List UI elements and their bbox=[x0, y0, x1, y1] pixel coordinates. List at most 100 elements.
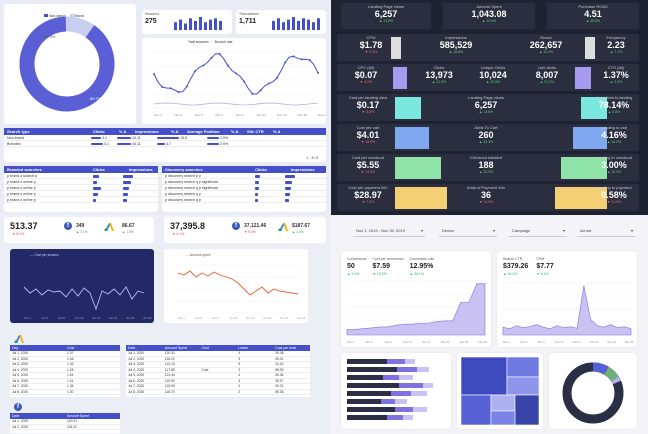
conversions-area bbox=[346, 283, 486, 336]
x-tick-label: Nov 7 bbox=[216, 113, 224, 117]
amount-spent-line: Jun 1 Jun 5 Jun 9 Jun 13 Jun 17 Jun 21 Jun 25 J… bbox=[176, 264, 306, 320]
delta: ▼ 9.1% bbox=[172, 232, 185, 236]
kpi-label: Cost per cart bbox=[356, 125, 380, 130]
kpi-group: Conversions 50 ▲ 2.0% Cost per conversion $… bbox=[347, 257, 434, 277]
treemap-cell bbox=[514, 394, 540, 426]
col-header[interactable]: Leads bbox=[238, 346, 248, 350]
table-row: Jul 7, 2020 120.05 4 30.01 bbox=[126, 384, 310, 390]
hbar-segment bbox=[347, 359, 387, 364]
hbar-segment bbox=[347, 375, 383, 380]
bar bbox=[117, 142, 131, 146]
col-header[interactable]: Cost bbox=[201, 346, 209, 350]
kpi-label: Link clicks to landing bbox=[595, 95, 633, 100]
transactions-sparkbars bbox=[272, 17, 320, 30]
x-tick-label: Nov 17 bbox=[318, 113, 326, 117]
hbar-segment bbox=[347, 383, 399, 388]
x-tick-label: Nov 21 bbox=[590, 340, 599, 344]
table-row: p brand o online p bbox=[4, 197, 158, 203]
kpi-delta: ▼ 7.2% bbox=[361, 200, 375, 204]
col-clicks: Clicks bbox=[255, 167, 267, 172]
cell: p discovery search q p bbox=[165, 192, 201, 196]
col-header[interactable]: Cost per lead bbox=[275, 346, 297, 350]
cell: Jul 4, 2020 bbox=[128, 367, 145, 372]
cell bbox=[200, 373, 237, 378]
ctr-area bbox=[502, 285, 632, 336]
device-filter[interactable]: Device ▾ bbox=[439, 225, 497, 237]
funnel-bar bbox=[573, 127, 607, 149]
col-header[interactable]: Date bbox=[128, 346, 136, 350]
cell bbox=[200, 379, 237, 384]
kpi-value: 6,257 bbox=[474, 100, 498, 110]
kpi-label: CTR (All) bbox=[607, 65, 625, 70]
table-header: Branded searches Clicks Impressions bbox=[4, 166, 158, 173]
kpi-value: 8,007 bbox=[535, 70, 559, 80]
x-tick-label: Nov 21 bbox=[441, 340, 450, 344]
kpi-tile: Impressions 585,529 ▲ 16.8% bbox=[421, 35, 491, 54]
kpi-delta: ▲ 11.9% bbox=[538, 50, 554, 54]
col-header[interactable]: Amount Spent bbox=[164, 346, 187, 350]
cell: 2.9% bbox=[220, 142, 229, 146]
bar bbox=[123, 187, 129, 190]
kpi-label: Link clicks bbox=[537, 65, 557, 70]
hbar-segment bbox=[413, 407, 427, 412]
cell: Jul 7, 2020 bbox=[128, 384, 145, 388]
kpi-value: 260 bbox=[478, 130, 494, 140]
date-range-selector[interactable]: Nov 1, 2019 - Nov 30, 2019 ▾ bbox=[353, 225, 425, 237]
kpi-delta: ▼ 4.2% bbox=[359, 80, 373, 84]
search-type-table: Search type Clicks % Δ Impressions % Δ A… bbox=[4, 128, 326, 162]
cell: 122.10 bbox=[164, 362, 175, 366]
spark-bar bbox=[302, 18, 305, 30]
col-header[interactable]: Amount Spent bbox=[67, 414, 90, 418]
x-tick-label: Jun 25 bbox=[126, 316, 135, 320]
kpi-value: 262,657 bbox=[529, 40, 563, 50]
x-tick-label: Nov 25 bbox=[460, 340, 469, 344]
seo-dashboard: Non-brand Brand 10.3% 89.7% Sessions 275… bbox=[0, 0, 330, 215]
kpi-delta: ▲ 16.2% bbox=[606, 140, 622, 144]
kpi-tile: CPC (All) $0.07 ▼ 4.2% bbox=[341, 65, 391, 84]
spend-series bbox=[177, 270, 299, 296]
col-header[interactable]: Day bbox=[12, 346, 19, 350]
cell: 4 bbox=[238, 373, 241, 377]
tile-bg bbox=[547, 3, 639, 29]
delta: ▲ 4.3% bbox=[292, 230, 304, 234]
cell: p discovery search q p significant bbox=[165, 186, 218, 190]
kpi-delta: ▲ 6.8% bbox=[607, 110, 621, 114]
funnel-bar bbox=[395, 127, 429, 149]
spark-bar bbox=[307, 19, 310, 30]
col-header[interactable]: Date bbox=[12, 414, 20, 418]
facebook-icon: f bbox=[232, 222, 240, 230]
hbar-segment bbox=[381, 399, 395, 404]
funnel-bar bbox=[395, 97, 421, 119]
x-tick-label: Nov 17 bbox=[573, 340, 582, 344]
x-tick-label: Jun 1 bbox=[178, 316, 185, 320]
adset-filter[interactable]: Ad set ▾ bbox=[577, 225, 635, 237]
chevron-down-icon: ▾ bbox=[562, 228, 565, 233]
cell: 1.51 bbox=[67, 373, 74, 377]
bar bbox=[93, 181, 97, 184]
cell: Jul 3, 2020 bbox=[128, 362, 145, 366]
kpi-tile: Frequency 2.23 ▲ 7.1% bbox=[593, 35, 639, 54]
cell: 3 bbox=[238, 356, 241, 361]
donut-card: Non-brand Brand 10.3% 89.7% bbox=[4, 4, 136, 124]
pager[interactable]: 1 - 5 / 5 bbox=[306, 156, 318, 160]
ads-performance-dashboard: 513.37 ▼ 8.2% f 349 ▲ 7.1% 86.67 ▲ 1.3% … bbox=[0, 217, 330, 434]
kpi-label: Conversion rate bbox=[409, 257, 435, 261]
table-row: Jul 3, 2020 1.32 bbox=[10, 362, 120, 368]
x-tick-label: Nov 29 bbox=[625, 340, 634, 344]
table-header: Date Amount Spent bbox=[10, 413, 120, 419]
cell: 4,1 bbox=[102, 136, 107, 140]
bar bbox=[93, 187, 101, 190]
legend-label: Amount spent bbox=[190, 253, 211, 257]
kpi-tile: Cost per payment info $28.97 ▼ 7.2% bbox=[341, 185, 395, 204]
hbar-segment bbox=[405, 359, 415, 364]
cell: p brand o online p bbox=[7, 180, 36, 184]
kpi-label: Adds To Cart bbox=[474, 125, 498, 130]
cell: 30.01 bbox=[275, 384, 284, 388]
funnel-bar bbox=[581, 97, 607, 119]
x-tick-label: Nov 9 bbox=[538, 340, 545, 344]
campaign-filter[interactable]: Campaign ▾ bbox=[509, 225, 567, 237]
col-site-ctr: Site CTR bbox=[247, 129, 264, 134]
delta: ▼ 9.2% bbox=[244, 230, 256, 234]
col-header[interactable]: Cost bbox=[67, 346, 75, 350]
ctr-area-chart: Nov 1 Nov 5 Nov 9 Nov 13 Nov 17 Nov 21 Nov 25 N… bbox=[502, 282, 634, 344]
